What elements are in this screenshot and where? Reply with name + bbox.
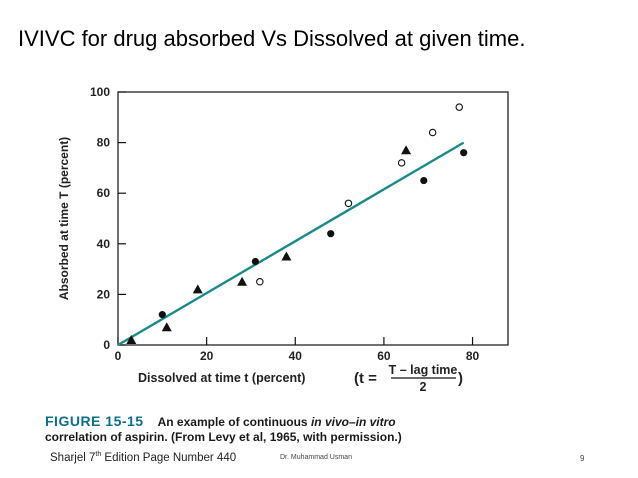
open-circle-point bbox=[397, 159, 406, 167]
open-circle-point bbox=[428, 128, 437, 137]
x-tick-label: 20 bbox=[200, 349, 214, 363]
triangle-point bbox=[161, 322, 172, 332]
x-tick-label: 0 bbox=[115, 349, 122, 363]
triangle-point bbox=[192, 284, 203, 294]
y-tick-label: 60 bbox=[97, 186, 111, 200]
fit-line-group bbox=[117, 141, 465, 347]
y-axis-label: Absorbed at time T (percent) bbox=[57, 137, 71, 300]
y-tick-label: 100 bbox=[90, 85, 110, 99]
x-formula-denominator: 2 bbox=[420, 380, 427, 394]
chart-ticks: 0 20 40 60 80 100 0 20 40 60 80 bbox=[90, 85, 480, 363]
figure-caption: FIGURE 15-15 An example of continuous in … bbox=[45, 414, 605, 445]
triangle-point bbox=[237, 276, 248, 286]
y-tick-label: 40 bbox=[97, 237, 111, 251]
x-formula-prefix: (t = bbox=[354, 370, 377, 387]
x-axis-label: Dissolved at time t (percent) bbox=[138, 371, 305, 385]
footer-ref-b: Edition Page Number 440 bbox=[101, 451, 237, 464]
y-tick-label: 0 bbox=[103, 338, 110, 352]
footer-author: Dr. Muhammad Usman bbox=[280, 454, 352, 461]
axis-labels: Absorbed at time T (percent) Dissolved at… bbox=[57, 137, 463, 394]
page-number: 9 bbox=[580, 454, 585, 463]
x-tick-label: 40 bbox=[289, 349, 303, 363]
chart-axes bbox=[117, 91, 509, 346]
caption-italic: in vivo–in vitro bbox=[310, 415, 396, 429]
caption-text-2: correlation of aspirin. (From Levy et al… bbox=[45, 430, 402, 444]
footer-ref-a: Sharjel 7 bbox=[50, 451, 96, 464]
y-tick-label: 20 bbox=[97, 287, 111, 301]
filled-circle-point bbox=[158, 311, 166, 319]
footer-reference: Sharjel 7th Edition Page Number 440 bbox=[50, 451, 236, 464]
x-formula-numerator: T – lag time bbox=[389, 363, 458, 377]
caption-text-1: An example of continuous bbox=[157, 415, 311, 429]
filled-circle-point bbox=[327, 230, 335, 238]
data-points bbox=[126, 103, 468, 344]
slide-title: IVIVC for drug absorbed Vs Dissolved at … bbox=[18, 26, 526, 51]
plot-frame bbox=[117, 91, 509, 346]
x-tick-label: 60 bbox=[377, 349, 391, 363]
figure-number: FIGURE 15-15 bbox=[45, 413, 144, 429]
triangle-point bbox=[401, 145, 412, 155]
open-circle-point bbox=[455, 103, 463, 111]
filled-circle-point bbox=[460, 149, 468, 157]
filled-circle-point bbox=[420, 176, 428, 185]
open-circle-point bbox=[256, 277, 264, 286]
footer-ref-sup: th bbox=[95, 451, 102, 458]
fit-line bbox=[117, 141, 465, 347]
x-tick-label: 80 bbox=[466, 349, 480, 363]
triangle-point bbox=[126, 334, 137, 344]
triangle-point bbox=[281, 251, 292, 261]
filled-circle-point bbox=[251, 257, 259, 266]
open-circle-point bbox=[344, 199, 353, 208]
x-formula-suffix: ) bbox=[458, 370, 463, 387]
y-tick-label: 80 bbox=[97, 136, 111, 150]
